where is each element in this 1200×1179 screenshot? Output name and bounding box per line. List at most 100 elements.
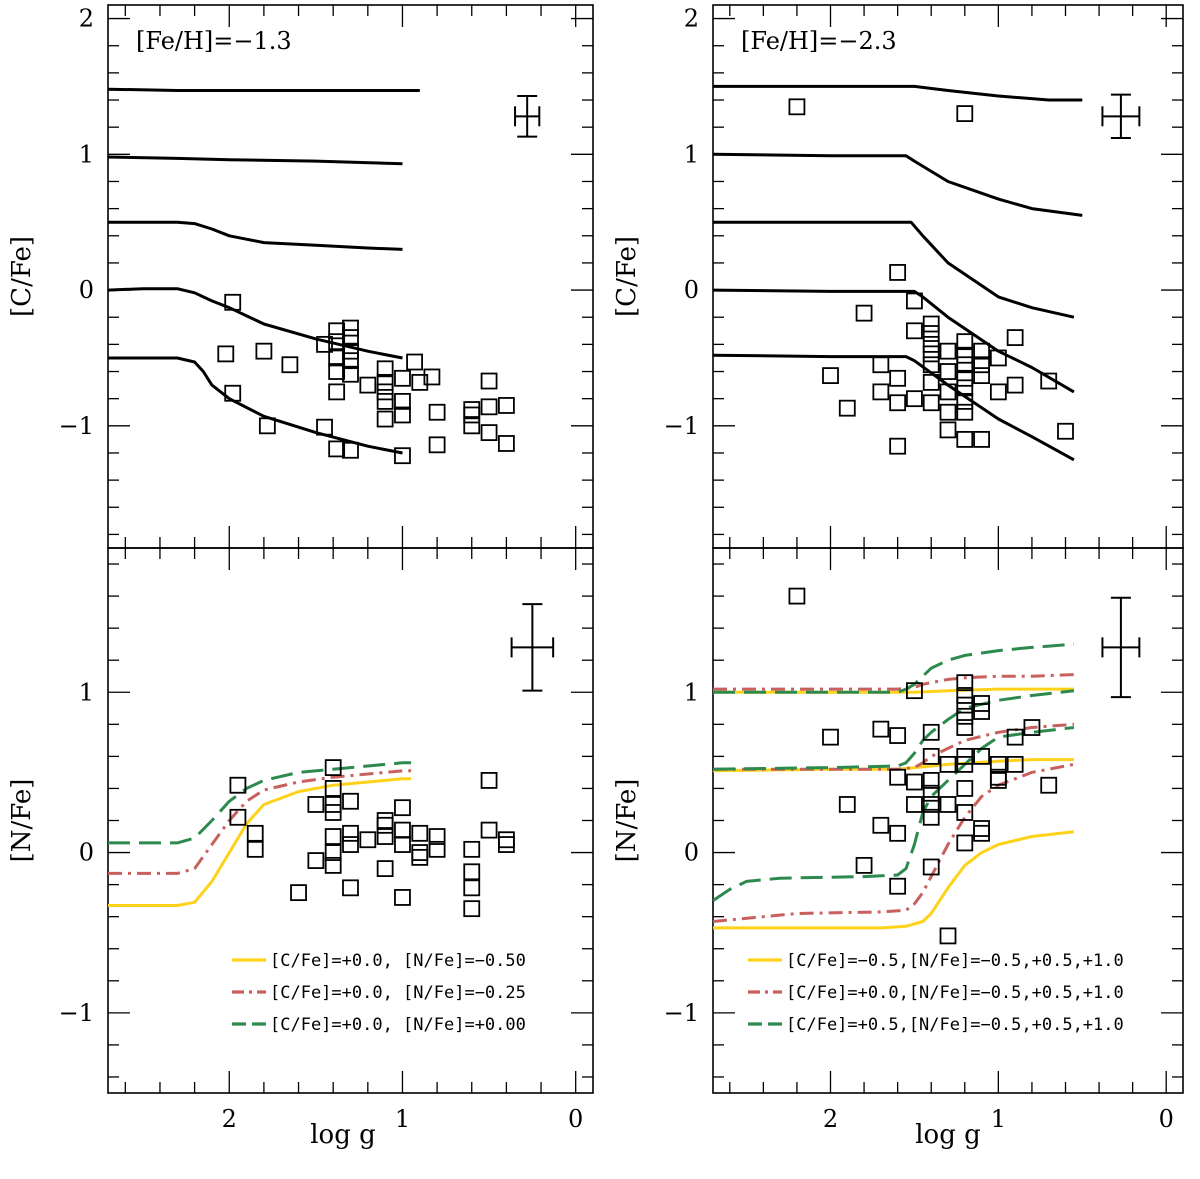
data-point [497,836,515,853]
data-point [956,755,974,773]
data-point [423,368,441,386]
data-point [411,844,429,861]
data-point [246,840,264,858]
data-point [922,747,940,765]
data-point [1006,728,1024,746]
data-point [342,441,359,459]
data-point [989,349,1007,367]
legend-label: [C/Fe]=+0.0, [N/Fe]=+0.00 [270,1015,526,1035]
data-point [328,363,346,380]
data-point [463,840,481,858]
y-tick-label: 1 [684,678,699,706]
data-point [939,927,957,945]
x-axis-title-left: log g [310,1120,376,1150]
data-point [290,884,307,902]
panel-top-right: 2 1 0 −1 [C/Fe] [Fe/H]=−2.3 [612,4,1184,549]
data-point [922,356,940,374]
data-point [872,720,890,738]
data-point [1023,719,1041,736]
data-point [328,440,346,458]
series-line [108,769,412,875]
data-point [906,390,923,408]
panel-title: [Fe/H]=−1.3 [136,27,292,55]
data-point [224,293,242,311]
points-group [229,759,515,918]
y-tick-label: 0 [684,839,699,867]
y-tick-label: 1 [684,140,699,168]
data-point [324,828,342,845]
data-point [394,799,411,817]
panel-bottom-left: 10−12 1 0[N/Fe][C/Fe]=+0.0, [N/Fe]=−0.50[C… [7,547,594,1133]
data-point [973,824,990,842]
series-line [713,288,1075,394]
series-line [108,87,420,92]
data-point [922,335,940,353]
data-point [956,707,974,725]
series-line [713,84,1083,102]
error-bar [514,94,541,138]
data-point [939,755,957,773]
data-point [939,363,957,380]
legend-label: [C/Fe]=+0.0,[N/Fe]=−0.5,+0.5,+1.0 [786,983,1124,1003]
data-point [922,315,940,333]
data-point [922,784,940,802]
data-point [428,436,446,454]
series-line [713,726,1075,902]
data-point [324,780,342,797]
data-point [989,755,1007,773]
data-point [956,719,974,736]
data-point [939,383,957,401]
data-point [788,98,806,116]
data-point [307,796,325,813]
series-line [108,155,403,166]
data-point [1040,372,1058,390]
x-tick-label: 2 [222,1105,237,1133]
data-point [359,376,377,394]
data-point [838,796,856,813]
y-tick-label: 1 [79,678,94,706]
data-point [342,342,359,360]
data-point [939,796,957,813]
data-point [224,384,242,402]
panel-frame [107,547,594,1094]
data-point [973,356,990,374]
panel-frame [107,4,594,549]
data-point [342,836,359,853]
legend: [C/Fe]=+0.0, [N/Fe]=−0.50 [C/Fe]=+0.0, [N… [232,951,526,1035]
data-point [324,759,342,777]
data-point [394,369,411,387]
legend-label: [C/Fe]=−0.5,[N/Fe]=−0.5,+0.5,+1.0 [786,951,1124,971]
data-point [394,392,411,410]
y-tick-label: −1 [59,412,94,440]
data-point [376,828,394,845]
series-group [108,87,420,455]
x-axis-labels: log g log g [310,1120,981,1150]
data-point [922,772,940,789]
data-point [229,776,247,794]
data-point [428,403,446,421]
data-point [342,879,359,897]
data-point [889,768,907,786]
points-group [788,98,1074,455]
data-point [359,831,377,849]
series-line [713,689,1075,771]
data-point [956,780,974,797]
data-point [956,356,974,374]
data-point [973,703,990,720]
data-point [889,394,907,412]
data-point [307,852,325,869]
data-point [342,329,359,346]
error-bar [510,603,555,692]
y-tick-label: 2 [684,5,699,33]
data-point [394,406,411,424]
series-line [108,356,403,455]
data-point [463,406,481,424]
series-line [713,762,1075,923]
data-point [855,856,873,874]
data-point [956,687,974,704]
data-point [922,373,940,391]
series-group [108,761,412,907]
data-point [838,399,856,417]
data-point [822,728,839,746]
data-point [906,322,923,340]
